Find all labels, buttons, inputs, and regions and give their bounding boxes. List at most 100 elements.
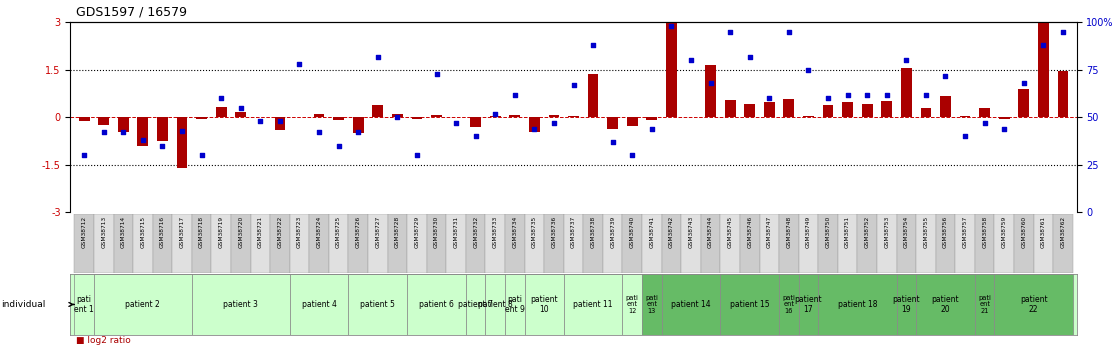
Text: GSM38727: GSM38727 — [376, 216, 380, 248]
Bar — [1053, 214, 1072, 273]
Bar — [75, 274, 94, 335]
Point — [212, 96, 230, 101]
Bar — [98, 117, 110, 125]
Point — [819, 96, 837, 101]
Bar — [740, 214, 759, 273]
Text: GSM38753: GSM38753 — [884, 216, 889, 248]
Text: individual: individual — [1, 300, 46, 309]
Text: GSM38744: GSM38744 — [708, 216, 713, 248]
Bar — [666, 22, 676, 117]
Text: GSM38735: GSM38735 — [532, 216, 537, 248]
Bar — [701, 214, 720, 273]
Text: GSM38734: GSM38734 — [512, 216, 518, 248]
Bar — [745, 104, 755, 117]
Text: GSM38739: GSM38739 — [610, 216, 615, 248]
Text: GSM38724: GSM38724 — [316, 216, 322, 248]
Text: GSM38738: GSM38738 — [590, 216, 596, 248]
Bar — [1038, 22, 1049, 117]
Bar — [192, 214, 211, 273]
Point — [898, 58, 916, 63]
Text: GSM38762: GSM38762 — [1061, 216, 1065, 248]
Bar — [705, 65, 716, 117]
Point — [1034, 42, 1052, 48]
Point — [369, 54, 387, 59]
Bar — [505, 274, 524, 335]
Text: GSM38718: GSM38718 — [199, 216, 205, 248]
Bar — [133, 214, 153, 273]
Point — [859, 92, 877, 97]
Text: patient 6: patient 6 — [419, 300, 454, 309]
Bar — [94, 274, 192, 335]
Point — [447, 120, 465, 126]
Bar — [196, 117, 207, 119]
Point — [643, 126, 661, 131]
Text: GSM38736: GSM38736 — [551, 216, 557, 248]
Bar — [78, 117, 89, 121]
Text: GSM38748: GSM38748 — [786, 216, 792, 248]
Bar — [897, 274, 916, 335]
Bar — [427, 214, 446, 273]
Bar — [779, 274, 798, 335]
Bar — [897, 214, 916, 273]
Point — [134, 137, 152, 143]
Bar — [563, 214, 584, 273]
Bar — [524, 214, 544, 273]
Bar — [1018, 89, 1030, 117]
Bar — [432, 115, 442, 117]
Bar — [94, 214, 114, 273]
Bar — [411, 117, 423, 119]
Bar — [940, 96, 950, 117]
Point — [252, 118, 269, 124]
Text: patient 3: patient 3 — [224, 300, 258, 309]
Bar — [466, 214, 485, 273]
Bar — [216, 107, 227, 117]
Bar — [333, 117, 344, 119]
Text: GSM38761: GSM38761 — [1041, 216, 1045, 248]
Bar — [955, 214, 975, 273]
Bar — [407, 274, 466, 335]
Bar — [510, 115, 520, 117]
Point — [525, 126, 543, 131]
Point — [466, 134, 484, 139]
Bar — [490, 116, 501, 117]
Text: GSM38713: GSM38713 — [102, 216, 106, 248]
Bar — [138, 117, 149, 146]
Bar — [979, 108, 991, 117]
Bar — [177, 117, 188, 168]
Bar — [881, 101, 892, 117]
Bar — [250, 214, 271, 273]
Point — [75, 152, 93, 158]
Bar — [916, 214, 936, 273]
Point — [349, 130, 367, 135]
Bar — [975, 214, 994, 273]
Text: patient
17: patient 17 — [795, 295, 822, 314]
Bar — [607, 117, 618, 129]
Point — [544, 120, 562, 126]
Point — [291, 61, 309, 67]
Text: GSM38726: GSM38726 — [356, 216, 361, 248]
Text: GSM38722: GSM38722 — [277, 216, 283, 248]
Bar — [798, 274, 818, 335]
Point — [682, 58, 700, 63]
Bar — [466, 274, 485, 335]
Point — [505, 92, 523, 97]
Bar — [114, 214, 133, 273]
Text: pati
ent
13: pati ent 13 — [645, 295, 659, 314]
Bar — [153, 214, 172, 273]
Bar — [901, 68, 911, 117]
Bar — [784, 99, 794, 117]
Bar — [994, 274, 1072, 335]
Text: pati
ent 1: pati ent 1 — [74, 295, 94, 314]
Point — [486, 111, 504, 116]
Point — [192, 152, 210, 158]
Text: GSM38729: GSM38729 — [415, 216, 419, 248]
Text: GSM38725: GSM38725 — [337, 216, 341, 248]
Bar — [372, 105, 383, 117]
Bar — [720, 274, 779, 335]
Text: GSM38716: GSM38716 — [160, 216, 165, 248]
Bar — [353, 117, 363, 133]
Text: GSM38717: GSM38717 — [180, 216, 184, 248]
Bar — [290, 274, 349, 335]
Point — [956, 134, 974, 139]
Text: GSM38756: GSM38756 — [942, 216, 948, 248]
